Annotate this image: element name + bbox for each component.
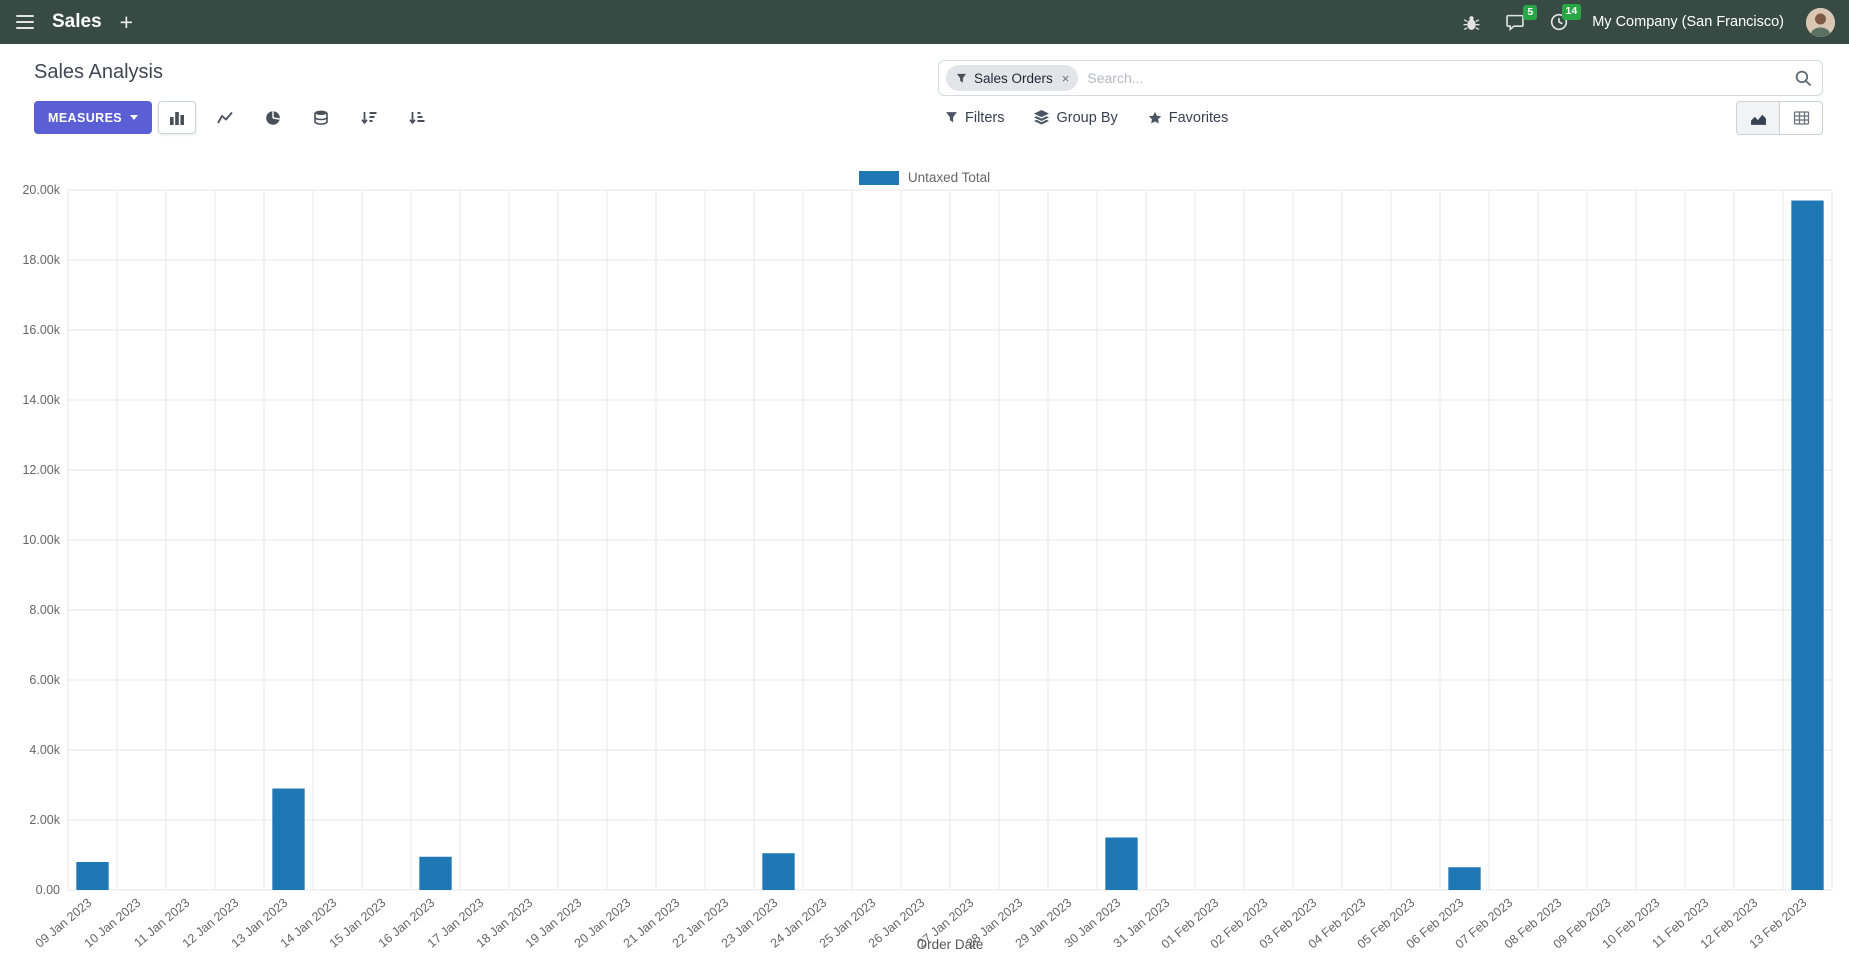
app-name[interactable]: Sales [52,11,102,32]
y-tick-label: 4.00k [29,743,60,757]
group-by-label: Group By [1056,109,1118,126]
filters-button[interactable]: Filters [945,110,1004,126]
y-tick-label: 10.00k [22,533,60,547]
bar-chart-icon [170,111,184,125]
pie-chart-icon [266,110,280,125]
search-bar[interactable]: Sales Orders × [938,60,1823,96]
hamburger-icon [16,15,34,29]
chart-legend[interactable]: Untaxed Total [0,170,1849,185]
bar-chart-button[interactable] [158,101,196,134]
apps-menu-icon[interactable] [14,13,36,31]
pivot-table-icon [1793,111,1809,125]
sales-analysis-chart: 0.00 2.00k 4.00k 6.00k 8.00k 10.00k 12.00k 14.0… [22,183,1833,952]
y-tick-label: 12.00k [22,463,60,477]
area-chart-icon [1750,114,1766,125]
line-chart-button[interactable] [206,101,244,134]
chart-bar[interactable] [762,853,795,890]
database-stack-icon [314,110,328,125]
favorites-button[interactable]: Favorites [1148,109,1229,126]
y-tick-label: 20.00k [22,183,60,197]
avatar[interactable] [1806,7,1835,37]
y-tick-label: 0.00 [36,883,60,897]
chart-type-group [158,101,436,134]
messages-badge: 5 [1523,4,1538,21]
pie-chart-button[interactable] [254,101,292,134]
search-facet-label: Sales Orders [974,70,1053,86]
company-switcher[interactable]: My Company (San Francisco) [1592,14,1784,30]
search-icon[interactable] [1795,70,1812,87]
chat-bubble-icon [1506,14,1524,31]
plus-icon[interactable]: + [119,8,134,35]
y-tick-label: 16.00k [22,323,60,337]
legend-swatch [858,170,899,185]
sort-ascending-button[interactable] [398,101,436,134]
measures-label: MEASURES [48,110,123,125]
chart-bar[interactable] [76,862,109,890]
view-switcher [1736,101,1823,135]
caret-down-icon [130,115,139,120]
y-tick-label: 18.00k [22,253,60,267]
graph-view-button[interactable] [1736,101,1780,135]
layers-icon [1034,110,1050,125]
bug-icon [1463,15,1480,30]
sort-descending-button[interactable] [350,101,388,134]
facet-remove-icon[interactable]: × [1061,70,1070,86]
top-navbar: Sales + 5 14 My C [0,0,1849,44]
x-axis-title: Order Date [917,937,984,952]
activities-button[interactable]: 14 [1548,4,1582,33]
group-by-button[interactable]: Group By [1034,109,1118,126]
star-icon [1148,111,1162,125]
filters-label: Filters [965,109,1005,126]
pivot-view-button[interactable] [1779,101,1823,135]
chart-bar[interactable] [1791,200,1824,891]
filter-icon [945,111,958,124]
search-options: Filters Group By Favorites [945,101,1228,134]
filter-facet-icon [956,73,967,84]
y-tick-label: 2.00k [29,813,60,827]
sort-amount-asc-icon [409,111,425,124]
legend-label: Untaxed Total [907,170,991,185]
stacked-toggle-button[interactable] [302,101,340,134]
debug-icon[interactable] [1461,12,1482,33]
chart-bar[interactable] [1105,837,1138,891]
search-facet[interactable]: Sales Orders × [946,65,1079,91]
y-tick-label: 6.00k [29,673,60,687]
messages-button[interactable]: 5 [1504,4,1538,33]
measures-button[interactable]: MEASURES [34,101,153,134]
chart-bar[interactable] [419,856,452,890]
user-avatar-image [1806,7,1835,37]
chart-bar[interactable] [1448,867,1481,890]
search-input[interactable] [1078,70,1795,86]
navbar-left: Sales + [14,9,135,36]
navbar-right: 5 14 My Company (San Francisco) [1461,4,1835,37]
view-title: Sales Analysis [34,61,163,83]
activities-badge: 14 [1561,4,1582,20]
control-panel: Sales Analysis Sales Orders × MEASURES [0,44,1849,160]
y-tick-label: 14.00k [22,393,60,407]
sort-amount-desc-icon [361,111,377,124]
line-chart-icon [217,111,233,123]
chart-bar[interactable] [272,788,305,891]
favorites-label: Favorites [1168,109,1229,126]
clock-icon [1551,13,1568,31]
y-tick-label: 8.00k [29,603,60,617]
